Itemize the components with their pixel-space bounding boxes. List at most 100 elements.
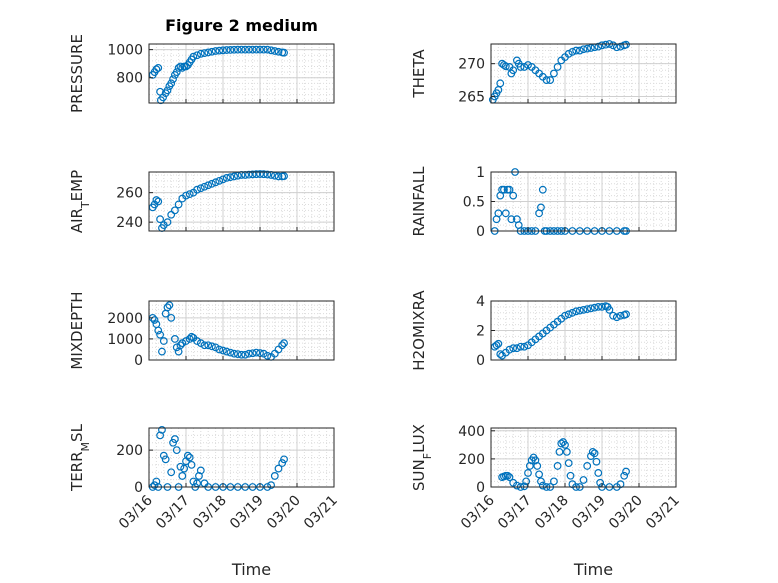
subplot-1: 800 1000 PRESSURE Figure 2 medium	[68, 16, 335, 113]
data-point	[583, 305, 592, 314]
data-point	[605, 305, 614, 314]
data-point	[622, 310, 630, 319]
data-point	[509, 344, 518, 353]
subplot-5: 0 1000 2000 MIXDEPTH	[68, 291, 335, 370]
data-point	[583, 462, 592, 470]
data-point	[524, 469, 532, 477]
subplot-7: 0 200 TERRMSL 03/1603/1703/1803/1903/2003/2…	[68, 423, 341, 579]
data-point	[233, 45, 242, 54]
data-point	[259, 170, 268, 179]
data-point	[583, 44, 592, 53]
subplot-3: 240 260 AIRTEMP	[68, 170, 335, 233]
subplot-6: 0 2 4 H2OMIXRA	[410, 290, 677, 371]
data-point	[237, 45, 246, 54]
data-point	[154, 326, 163, 335]
axes-box	[148, 171, 335, 232]
data-point	[274, 172, 283, 181]
data-point	[172, 68, 181, 76]
data-point	[256, 45, 264, 54]
data-point	[598, 303, 606, 311]
data-point	[587, 44, 595, 52]
axes-box	[490, 43, 677, 104]
y-tick-label: 0	[476, 480, 485, 496]
data-point	[154, 197, 163, 206]
axes-box	[490, 427, 677, 488]
data-point	[193, 185, 202, 194]
data-point	[204, 341, 213, 350]
data-point	[516, 63, 525, 71]
data-point	[555, 447, 564, 456]
data-point	[185, 335, 194, 343]
data-point	[159, 451, 168, 460]
data-point	[278, 459, 287, 467]
data-point	[263, 45, 272, 54]
x-tick-label: 03/20	[606, 493, 646, 533]
data-point	[550, 69, 558, 78]
data-point	[546, 76, 555, 84]
data-point	[267, 46, 276, 55]
data-point	[248, 349, 257, 358]
data-point	[154, 63, 163, 72]
y-tick-label: 1000	[107, 332, 143, 348]
data-point	[612, 313, 621, 322]
y-tick-label: 270	[458, 57, 485, 73]
y-tick-label: 265	[458, 89, 485, 105]
data-point	[180, 464, 189, 473]
data-point	[566, 471, 575, 480]
data-point	[509, 191, 518, 200]
data-point	[219, 346, 227, 355]
data-point	[252, 170, 261, 179]
data-point	[572, 46, 580, 55]
data-point	[535, 470, 543, 479]
data-point	[598, 41, 606, 50]
data-point	[150, 481, 159, 490]
data-point	[172, 446, 181, 455]
data-point	[170, 335, 179, 343]
data-point	[156, 330, 165, 339]
data-point	[575, 46, 584, 55]
y-tick-label: 2	[476, 324, 485, 340]
data-point	[592, 457, 601, 466]
data-point	[222, 46, 231, 54]
data-point	[520, 342, 529, 351]
data-point	[152, 65, 161, 74]
y-tick-label: 200	[458, 452, 485, 468]
x-tick-label: 03/20	[264, 493, 304, 533]
data-point	[568, 47, 577, 56]
data-point	[187, 460, 196, 469]
data-point	[553, 63, 562, 71]
y-tick-label: 0	[134, 480, 143, 496]
data-point	[193, 51, 202, 60]
data-point	[280, 172, 288, 181]
data-point	[568, 308, 577, 317]
data-point	[222, 347, 231, 356]
data-point	[507, 215, 516, 224]
data-point	[572, 307, 580, 316]
y-axis-label: SUNFLUX	[410, 424, 434, 491]
data-point	[564, 459, 573, 468]
data-point	[200, 479, 209, 488]
data-point	[215, 176, 224, 185]
data-point	[278, 341, 287, 350]
subplot-8: 0 200 400 SUNFLUX 03/1603/1703/1803/1903/200…	[410, 424, 683, 579]
data-point	[505, 473, 514, 482]
x-tick-label: 03/21	[301, 493, 341, 533]
data-point	[533, 462, 542, 470]
data-point	[159, 93, 167, 102]
data-point	[270, 47, 279, 55]
data-point	[620, 471, 629, 480]
data-point	[241, 350, 250, 359]
data-point	[280, 455, 288, 464]
data-point	[178, 472, 187, 480]
data-point	[244, 45, 253, 54]
data-point	[537, 203, 545, 212]
data-point	[161, 455, 170, 464]
y-tick-label: 260	[116, 186, 143, 202]
data-point	[622, 40, 630, 49]
data-point	[170, 435, 179, 443]
data-point	[579, 305, 588, 314]
data-point	[170, 206, 179, 215]
data-point	[211, 178, 220, 187]
data-point	[590, 303, 599, 312]
data-point	[169, 75, 177, 84]
